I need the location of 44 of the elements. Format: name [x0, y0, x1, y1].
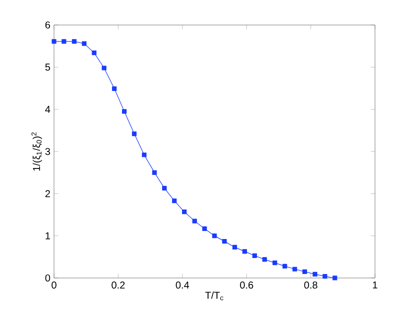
point: [82, 41, 86, 46]
point: [232, 244, 238, 250]
point: [272, 260, 278, 266]
point: [202, 226, 207, 231]
point: [322, 274, 328, 279]
point: [292, 266, 298, 272]
point: [252, 253, 257, 258]
y-tick-label: 5: [45, 64, 50, 71]
point: [52, 39, 56, 44]
x-axis-title: T/T$_{c}$: [205, 291, 224, 300]
point: [212, 234, 217, 238]
point: [302, 269, 307, 274]
point: [112, 86, 117, 91]
point: [132, 131, 137, 136]
x-tick-label: 0.8: [304, 282, 318, 289]
x-tick-label: 0.6: [240, 282, 254, 289]
point: [102, 66, 106, 70]
x-tick-label: 0.2: [112, 282, 125, 289]
point: [282, 264, 288, 268]
point: [162, 186, 167, 190]
y-tick-label: 6: [45, 21, 50, 29]
point: [262, 257, 267, 262]
point: [152, 170, 157, 175]
y-axis-title: 1/(ξ$_{1}$/ξ$_{0}$)$^{2}$: [31, 132, 42, 171]
y-tick-label: 2: [45, 190, 50, 198]
point: [182, 209, 187, 214]
y-tick-label: 3: [45, 148, 50, 156]
point: [332, 276, 338, 280]
point: [192, 218, 197, 224]
point: [242, 249, 247, 254]
x-tick-label: 0.4: [176, 282, 190, 289]
x-tick-label: 0: [52, 282, 56, 289]
point: [312, 272, 318, 276]
point: [142, 152, 147, 158]
y-tick-label: 1: [46, 232, 50, 240]
y-tick-label: 4: [45, 106, 50, 113]
point: [172, 198, 177, 204]
point: [72, 39, 77, 44]
point: [62, 39, 66, 44]
y-tick-label: 0: [45, 274, 50, 282]
point: [122, 109, 127, 114]
x-tick-label: 1: [372, 282, 378, 288]
point: [222, 239, 227, 244]
point: [92, 50, 96, 56]
